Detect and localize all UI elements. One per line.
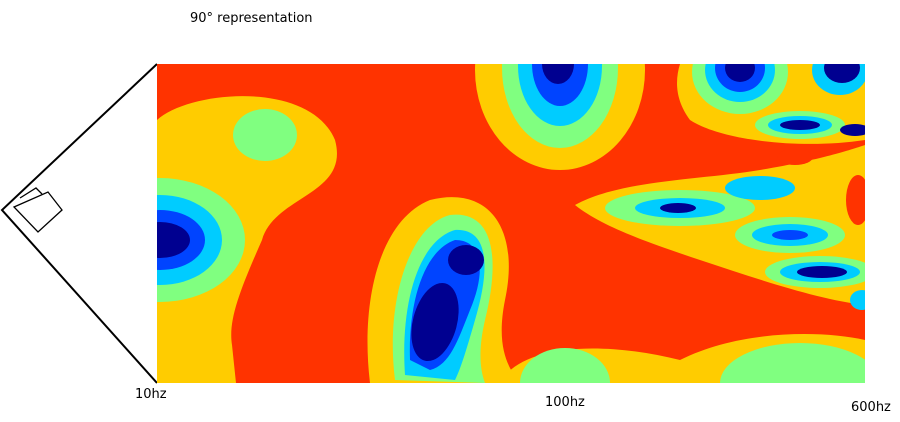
frequency-label: 10hz bbox=[135, 387, 167, 402]
frequency-label: 600hz bbox=[851, 400, 891, 415]
contour-plot bbox=[157, 64, 865, 383]
title: 90° representation bbox=[190, 11, 313, 26]
room-outline bbox=[0, 63, 158, 384]
frequency-label: 100hz bbox=[545, 395, 585, 410]
